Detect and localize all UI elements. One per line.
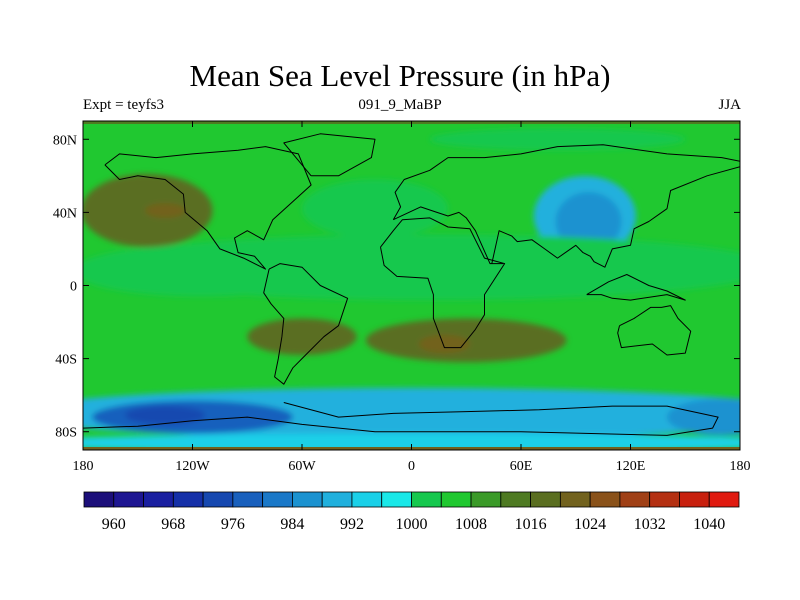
colorbar-box xyxy=(649,491,680,508)
colorbar-label: 1024 xyxy=(574,516,606,533)
colorbar-box xyxy=(262,491,293,508)
colorbar-label: 1016 xyxy=(515,516,547,533)
colorbar-label: 1032 xyxy=(634,516,666,533)
colorbar-box xyxy=(530,491,561,508)
left-subtitle: Expt = teyfs3 xyxy=(83,97,164,113)
coastline-4 xyxy=(617,305,692,356)
pressure-field xyxy=(83,121,740,450)
colorbar-box xyxy=(470,491,502,508)
colorbar-box xyxy=(292,491,323,508)
colorbar-label: 1008 xyxy=(455,516,487,533)
coastline-5 xyxy=(83,402,719,436)
y-tick-label: 40N xyxy=(53,206,77,221)
colorbar-box xyxy=(589,491,621,508)
field-north-pacific-core xyxy=(145,203,186,218)
x-tick-label: 120W xyxy=(175,459,210,474)
colorbar-box xyxy=(143,491,174,508)
coastlines xyxy=(83,133,740,436)
colorbar: 960 968 976 984 992 1000 1008 1016 1024 1032 1040 xyxy=(83,491,740,533)
field-southern-ocean-core xyxy=(124,406,206,425)
colorbar-box xyxy=(321,491,353,508)
colorbar-box xyxy=(381,491,412,508)
colorbar-box xyxy=(172,491,204,508)
colorbar-box xyxy=(708,491,740,508)
y-tick-label: 80S xyxy=(55,426,77,441)
field-south-pacific-high xyxy=(247,318,357,355)
axes: 180 120W 60W 0 60E 120E 180 80N 40N 0 40S 80S xyxy=(53,121,751,474)
coastline-7 xyxy=(586,274,686,301)
x-tick-label: 120E xyxy=(616,459,646,474)
colorbar-label: 960 xyxy=(102,516,126,533)
field-asian-low-core xyxy=(555,192,622,251)
x-tick-label: 180 xyxy=(730,459,751,474)
colorbar-box xyxy=(500,491,531,508)
coastline-2 xyxy=(392,144,740,268)
right-subtitle: JJA xyxy=(718,97,741,113)
colorbar-box xyxy=(679,491,710,508)
colorbar-box xyxy=(411,491,442,508)
colorbar-box xyxy=(83,491,115,508)
colorbar-label: 984 xyxy=(280,516,304,533)
colorbar-box xyxy=(351,491,383,508)
field-pacific-band xyxy=(83,245,330,297)
center-subtitle: 091_9_MaBP xyxy=(358,97,442,113)
field-south-pacific-east-low xyxy=(667,398,740,436)
colorbar-box xyxy=(232,491,264,508)
y-tick-label: 0 xyxy=(70,280,77,295)
colorbar-label: 992 xyxy=(340,516,364,533)
coastline-6 xyxy=(283,133,376,177)
colorbar-box xyxy=(619,491,651,508)
y-tick-label: 80N xyxy=(53,133,77,148)
chart-title: Mean Sea Level Pressure (in hPa) xyxy=(189,58,611,93)
x-tick-label: 60W xyxy=(288,459,316,474)
x-tick-label: 180 xyxy=(73,459,94,474)
coastline-3 xyxy=(380,217,506,349)
coastline-0 xyxy=(104,146,312,270)
field-arctic-band xyxy=(429,128,686,151)
colorbar-box xyxy=(559,491,591,508)
x-tick-label: 60E xyxy=(510,459,533,474)
colorbar-box xyxy=(440,491,472,508)
colorbar-label: 1000 xyxy=(396,516,428,533)
coastline-1 xyxy=(263,263,349,385)
field-antarctic-margin xyxy=(83,433,740,450)
field-south-indian-core xyxy=(418,334,470,354)
field-atlantic-band xyxy=(302,179,448,238)
colorbar-label: 1040 xyxy=(693,516,725,533)
x-tick-label: 0 xyxy=(408,459,415,474)
colorbar-label: 968 xyxy=(161,516,185,533)
colorbar-box xyxy=(113,491,144,508)
colorbar-box xyxy=(202,491,234,508)
colorbar-label: 976 xyxy=(221,516,245,533)
y-tick-label: 40S xyxy=(55,353,77,368)
